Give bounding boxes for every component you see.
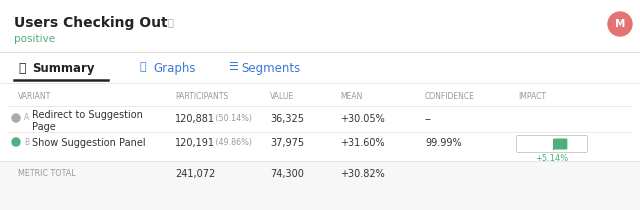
Text: B: B — [24, 138, 29, 147]
Text: ⦿: ⦿ — [18, 62, 26, 75]
Text: Summary: Summary — [32, 62, 95, 75]
Circle shape — [12, 114, 20, 122]
Text: Users Checking Out: Users Checking Out — [14, 16, 168, 30]
Text: PARTICIPANTS: PARTICIPANTS — [175, 92, 228, 101]
Circle shape — [608, 12, 632, 36]
Text: 120,881: 120,881 — [175, 114, 215, 124]
Text: Segments: Segments — [241, 62, 300, 75]
Text: --: -- — [425, 114, 432, 124]
Text: 74,300: 74,300 — [270, 169, 304, 179]
Text: M: M — [615, 19, 625, 29]
Text: 241,072: 241,072 — [175, 169, 215, 179]
FancyBboxPatch shape — [0, 161, 640, 210]
Text: +30.05%: +30.05% — [340, 114, 385, 124]
Text: Graphs: Graphs — [153, 62, 195, 75]
Circle shape — [12, 138, 20, 146]
Text: Show Suggestion Panel: Show Suggestion Panel — [32, 138, 146, 148]
Text: +30.82%: +30.82% — [340, 169, 385, 179]
Text: (50.14%): (50.14%) — [213, 114, 252, 123]
Text: ⤴: ⤴ — [140, 62, 147, 72]
Text: ☰: ☰ — [228, 62, 238, 72]
Text: A: A — [24, 113, 29, 122]
Text: 120,191: 120,191 — [175, 138, 215, 148]
Text: 36,325: 36,325 — [270, 114, 304, 124]
Text: Redirect to Suggestion: Redirect to Suggestion — [32, 110, 143, 120]
Text: CONFIDENCE: CONFIDENCE — [425, 92, 475, 101]
Text: Page: Page — [32, 122, 56, 132]
Text: +5.14%: +5.14% — [536, 154, 568, 163]
Text: METRIC TOTAL: METRIC TOTAL — [18, 169, 76, 178]
FancyBboxPatch shape — [554, 139, 568, 150]
Text: ⓘ: ⓘ — [168, 17, 174, 27]
Text: 99.99%: 99.99% — [425, 138, 461, 148]
Text: (49.86%): (49.86%) — [213, 138, 252, 147]
Text: 37,975: 37,975 — [270, 138, 304, 148]
Text: positive: positive — [14, 34, 55, 44]
Text: VALUE: VALUE — [270, 92, 294, 101]
Text: VARIANT: VARIANT — [18, 92, 51, 101]
FancyBboxPatch shape — [516, 135, 588, 152]
Text: IMPACT: IMPACT — [518, 92, 546, 101]
Text: MEAN: MEAN — [340, 92, 362, 101]
Text: +31.60%: +31.60% — [340, 138, 385, 148]
